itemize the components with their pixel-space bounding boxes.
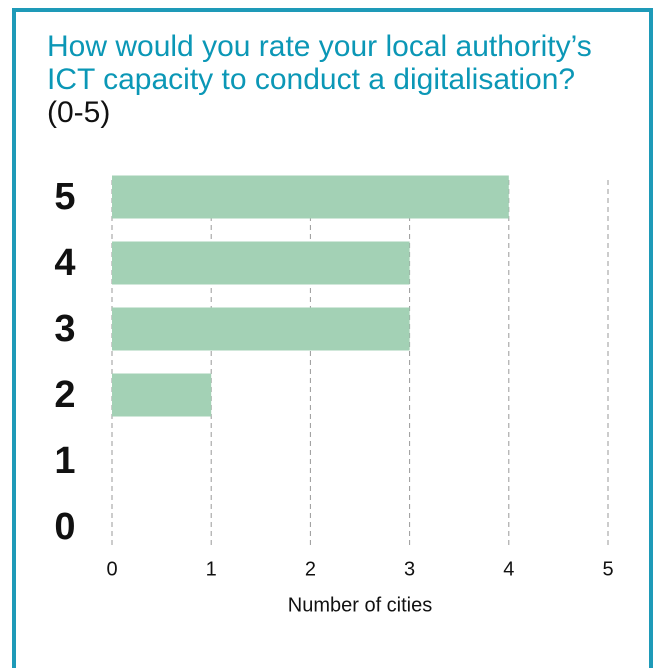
bar [112,241,410,285]
x-tick-label: 3 [404,558,415,580]
x-axis-label: Number of cities [288,594,433,616]
x-tick-label: 1 [206,558,217,580]
bar [112,373,212,417]
bar [112,307,410,351]
chart: Number of cities 0 1 2 3 4 5 5 4 3 2 1 0 [54,175,614,616]
y-tick-label: 2 [54,374,75,416]
title-text: How would you rate your local authority’… [47,30,592,96]
y-tick-label: 0 [54,506,75,548]
y-tick-label: 3 [54,308,75,350]
x-tick-label: 5 [602,558,613,580]
y-tick-label: 5 [54,176,75,218]
x-tick-label: 0 [106,558,117,580]
card-border [12,8,653,668]
x-tick-label: 4 [503,558,514,580]
bar [112,175,509,219]
y-tick-label: 1 [54,440,75,482]
chart-title: How would you rate your local authority’… [47,30,607,129]
y-tick-label: 4 [54,242,75,284]
x-tick-label: 2 [305,558,316,580]
title-note: (0-5) [47,96,111,129]
